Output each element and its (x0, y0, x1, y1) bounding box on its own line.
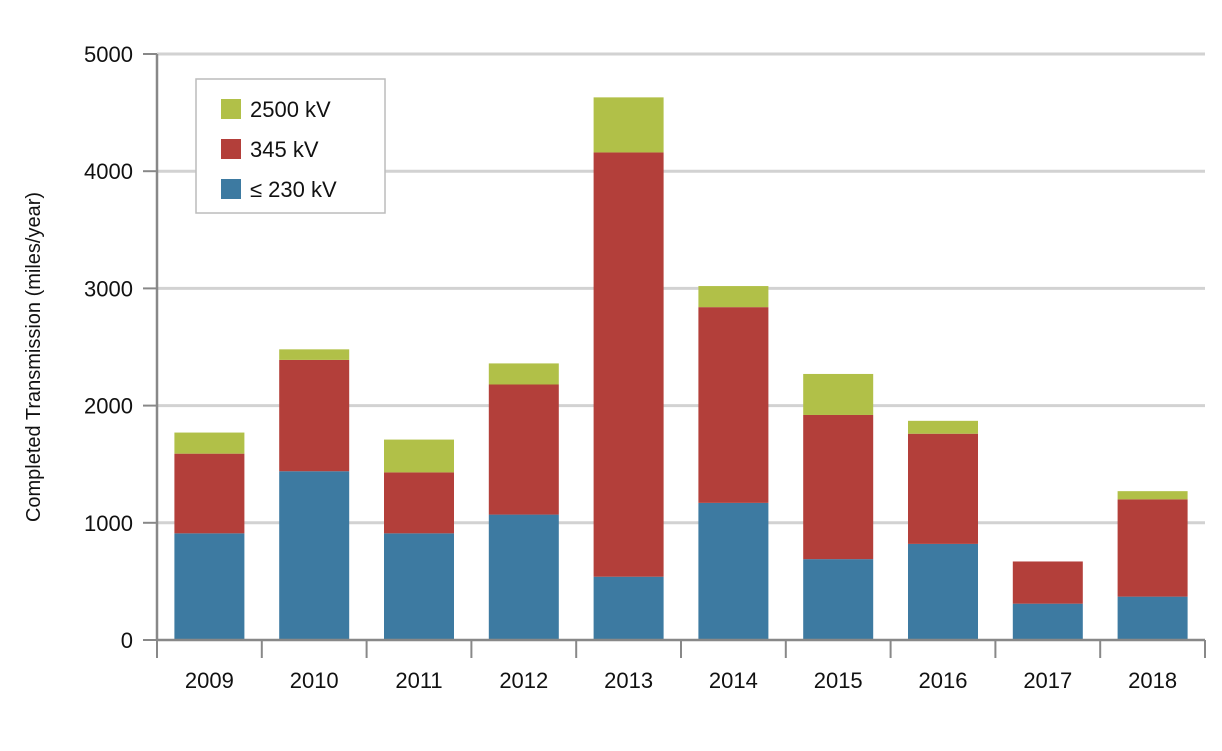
bar-2016-345kV (908, 433, 978, 544)
y-tick-label: 2000 (84, 394, 133, 419)
y-axis-title: Completed Transmission (miles/year) (23, 192, 45, 522)
x-tick-label: 2009 (185, 668, 234, 693)
bar-2009-230kV (174, 533, 245, 640)
bars (174, 97, 1188, 640)
x-tick-label: 2016 (919, 668, 968, 693)
x-tick-label: 2012 (499, 668, 548, 693)
y-tick-label: 4000 (84, 159, 133, 184)
bar-2012-345kV (488, 384, 559, 515)
bar-2018-345kV (1117, 499, 1188, 597)
bar-2012-230kV (488, 514, 559, 640)
bar-2014-230kV (698, 502, 769, 640)
legend-swatch (221, 99, 241, 119)
bar-2015-345kV (803, 414, 874, 560)
bar-2014-2500kV (698, 286, 769, 308)
bar-2014-345kV (698, 307, 769, 503)
y-tick-label: 3000 (84, 276, 133, 301)
bar-2018-230kV (1117, 596, 1188, 640)
bar-2013-345kV (593, 152, 664, 577)
legend: 2500 kV 345 kV ≤ 230 kV (195, 78, 386, 214)
bar-2017-230kV (1012, 603, 1083, 640)
bar-2012-2500kV (488, 363, 559, 385)
bar-2015-2500kV (803, 373, 874, 415)
bar-2016-2500kV (908, 420, 978, 434)
x-tick-label: 2015 (814, 668, 863, 693)
legend-swatch (221, 179, 241, 199)
x-tick-label: 2011 (395, 668, 442, 693)
bar-2013-230kV (593, 576, 664, 640)
legend-label: 2500 kV (250, 97, 331, 122)
bar-2011-345kV (384, 472, 454, 534)
y-tick-label: 0 (121, 628, 133, 653)
x-tick-label: 2018 (1128, 668, 1177, 693)
legend-label: ≤ 230 kV (250, 177, 337, 202)
legend-label: 345 kV (250, 137, 319, 162)
bar-2010-230kV (279, 471, 350, 640)
x-tick-label: 2010 (290, 668, 339, 693)
x-tick-label: 2014 (709, 668, 758, 693)
bar-2009-345kV (174, 453, 245, 534)
bar-2009-2500kV (174, 432, 245, 454)
bar-2016-230kV (908, 543, 978, 640)
y-tick-label: 1000 (84, 511, 133, 536)
bar-2017-345kV (1012, 561, 1083, 604)
bar-2011-2500kV (384, 439, 454, 473)
bar-2018-2500kV (1117, 491, 1188, 500)
x-tick-label: 2013 (604, 668, 653, 693)
bar-2010-345kV (279, 359, 350, 472)
bar-2011-230kV (384, 533, 454, 640)
bar-2010-2500kV (279, 349, 350, 360)
bar-2015-230kV (803, 559, 874, 640)
bar-2013-2500kV (593, 97, 664, 153)
y-tick-label: 5000 (84, 42, 133, 67)
axes: 0 1000 2000 3000 4000 5000 2009 2010 2011 2012 201… (84, 42, 1206, 693)
legend-swatch (221, 139, 241, 159)
x-tick-label: 2017 (1023, 668, 1072, 693)
